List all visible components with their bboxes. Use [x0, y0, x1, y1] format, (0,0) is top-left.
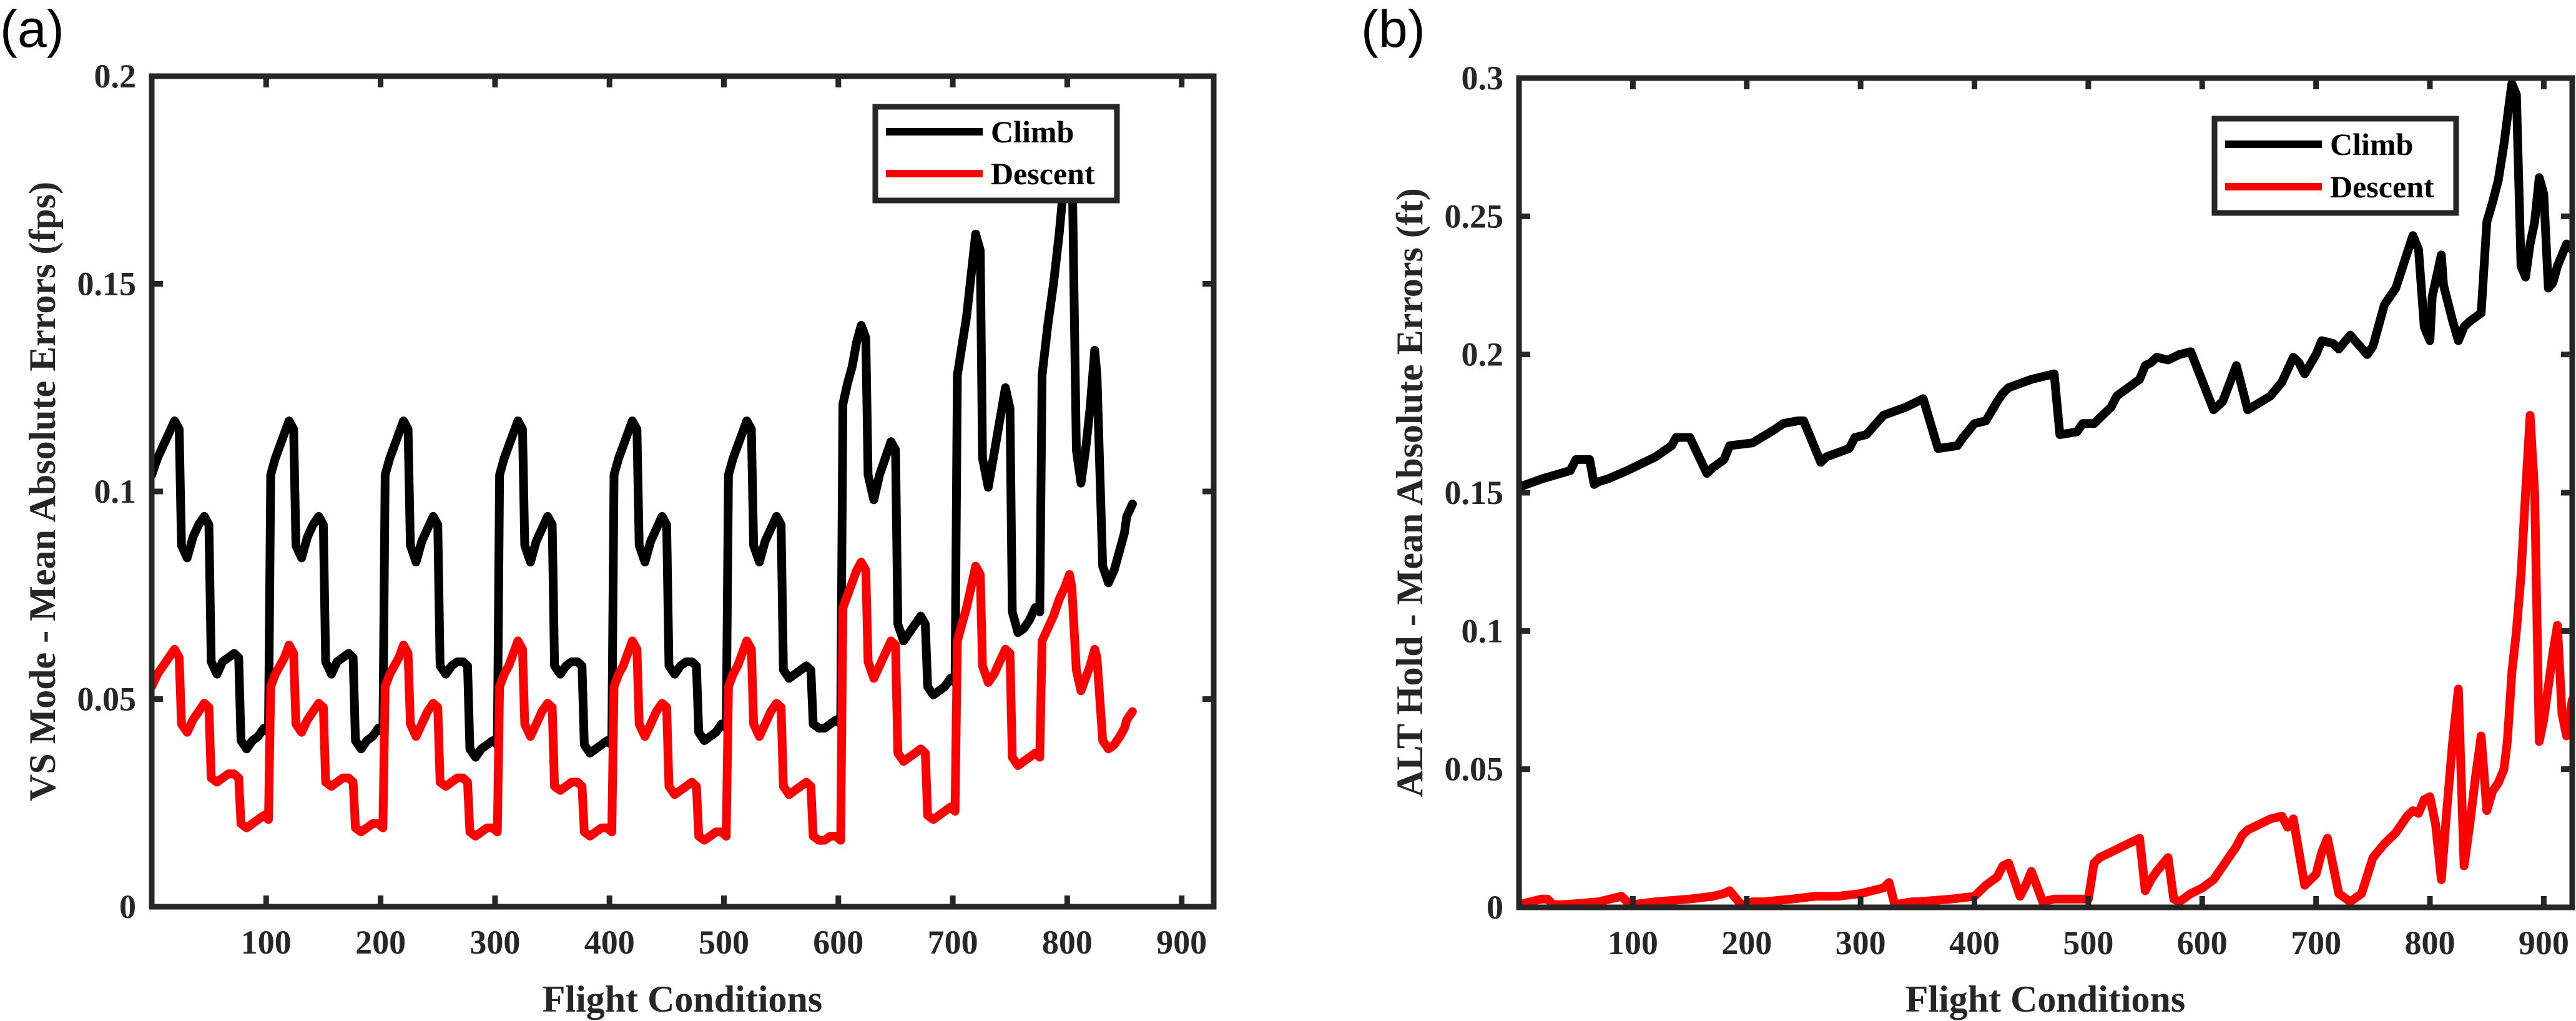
x-tick-label: 500: [699, 924, 749, 961]
legend-climb-label: Climb: [2330, 127, 2413, 162]
y-tick-label: 0: [1487, 889, 1503, 926]
x-tick-label: 100: [241, 924, 292, 961]
x-tick-label: 400: [1949, 924, 2000, 962]
x-tick-label: 200: [1721, 924, 1772, 962]
y-tick-label: 0.15: [77, 265, 137, 303]
y-tick-label: 0.2: [1462, 336, 1504, 373]
panel-b-x-axis-title: Flight Conditions: [1905, 979, 2185, 1020]
panel-a-chart: (a) 100 200 300 400 500 600 700 800 900 0 0.05 0.1 0…: [0, 0, 1217, 1020]
panel-a-legend: Climb Descent: [872, 104, 1120, 204]
x-tick-label: 700: [928, 924, 978, 961]
x-tick-label: 500: [2063, 924, 2113, 962]
panel-a-axes: 100 200 300 400 500 600 700 800 900 0 0.05 0.1 0.15 0…: [77, 57, 1217, 961]
legend-descent-label: Descent: [991, 156, 1095, 191]
y-tick-label: 0.2: [94, 57, 137, 95]
x-tick-label: 300: [469, 924, 520, 961]
x-tick-label: 900: [1156, 924, 1207, 961]
series-descent-line: [152, 558, 1137, 845]
panel-b-legend-box: [2211, 116, 2459, 216]
panel-b-label: (b): [1361, 0, 1425, 58]
panel-a-y-axis-title: VS Mode - Mean Absolute Errors (fps): [22, 182, 63, 801]
x-tick-label: 800: [1042, 924, 1093, 961]
panel-a-x-axis-title: Flight Conditions: [543, 979, 822, 1020]
panel-b-y-axis-title: ALT Hold - Mean Absolute Errors (ft): [1389, 188, 1430, 797]
y-tick-label: 0.1: [94, 473, 137, 510]
legend-descent-label: Descent: [2330, 169, 2434, 204]
x-tick-label: 400: [584, 924, 635, 961]
y-tick-label: 0.25: [1445, 197, 1504, 235]
y-tick-label: 0.3: [1462, 59, 1504, 97]
x-tick-label: 700: [2291, 924, 2341, 962]
panel-b-legend: Climb Descent: [2211, 116, 2459, 216]
panel-a-label: (a): [0, 0, 64, 58]
panel-a-plot-area: [152, 117, 1137, 845]
x-tick-label: 800: [2405, 924, 2456, 962]
panel-b-chart: (b) 100 200 300 400 500 600 700 800 900 0 0.05 0.1 0…: [1361, 0, 2575, 1020]
x-tick-label: 200: [355, 924, 406, 961]
x-tick-label: 900: [2519, 924, 2569, 962]
panel-b-axes: 100 200 300 400 500 600 700 800 900 0 0.05 0.1 0.15 0…: [1445, 59, 2575, 962]
x-tick-label: 600: [813, 924, 863, 961]
panel-a-legend-box: [872, 104, 1120, 204]
y-tick-label: 0.05: [1445, 751, 1504, 788]
y-tick-label: 0: [119, 888, 136, 925]
series-descent-line: [1519, 411, 2572, 907]
y-tick-label: 0.15: [1445, 474, 1504, 511]
y-tick-label: 0.05: [77, 681, 137, 718]
panel-b-plot-area: [1519, 79, 2572, 907]
series-climb-line: [1519, 79, 2572, 492]
x-tick-label: 300: [1836, 924, 1886, 962]
x-tick-label: 600: [2177, 924, 2228, 962]
legend-climb-label: Climb: [991, 114, 1074, 149]
x-tick-label: 100: [1608, 924, 1658, 962]
y-tick-label: 0.1: [1462, 612, 1504, 649]
series-climb-line: [152, 117, 1137, 762]
